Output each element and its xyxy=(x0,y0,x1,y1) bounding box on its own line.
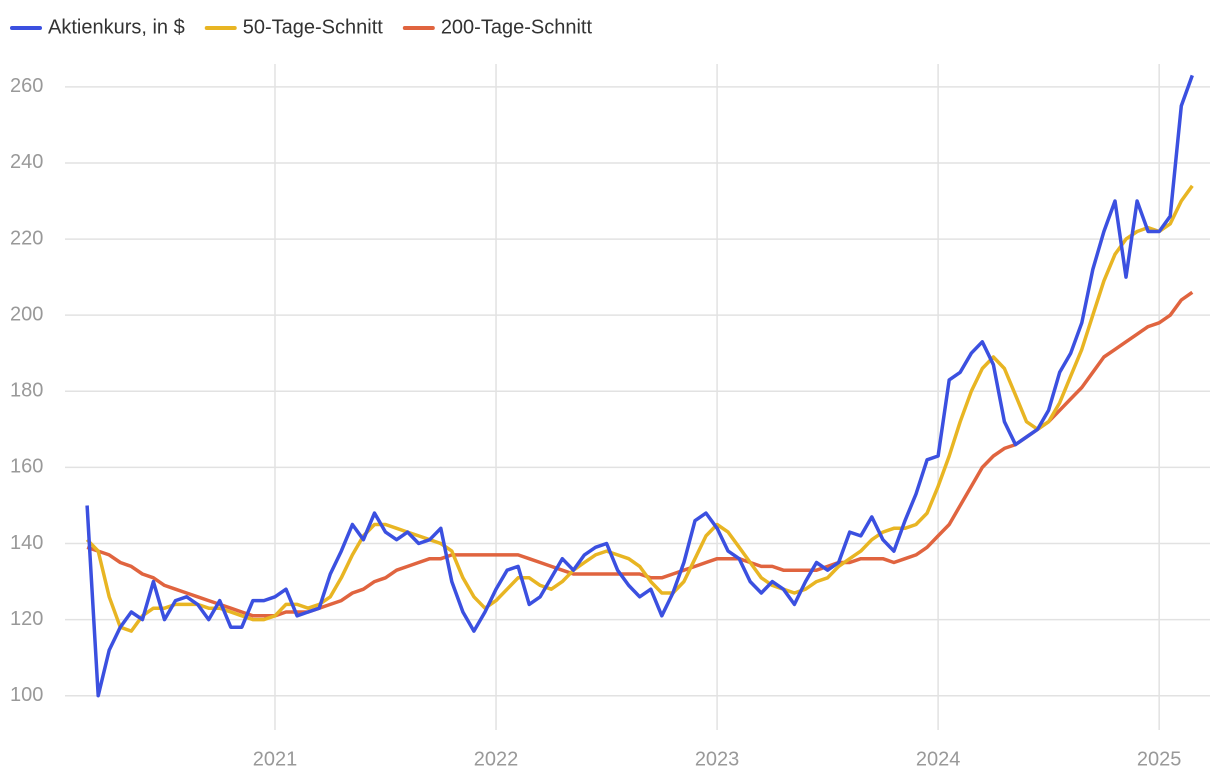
y-tick-label: 260 xyxy=(10,75,43,97)
x-tick-label: 2023 xyxy=(695,748,740,770)
x-tick-label: 2024 xyxy=(916,748,961,770)
legend-label: Aktienkurs, in $ xyxy=(48,16,185,38)
x-tick-label: 2025 xyxy=(1137,748,1182,770)
y-tick-label: 180 xyxy=(10,380,43,402)
y-tick-label: 220 xyxy=(10,227,43,249)
y-tick-label: 200 xyxy=(10,303,43,325)
legend-label: 50-Tage-Schnitt xyxy=(243,16,384,38)
series-line xyxy=(85,184,1194,633)
y-tick-label: 240 xyxy=(10,151,43,173)
series-line xyxy=(85,74,1194,698)
y-tick-label: 160 xyxy=(10,456,43,478)
y-tick-label: 120 xyxy=(10,608,43,630)
legend-label: 200-Tage-Schnitt xyxy=(441,16,593,38)
y-tick-label: 100 xyxy=(10,684,43,706)
x-tick-label: 2022 xyxy=(474,748,519,770)
y-tick-label: 140 xyxy=(10,532,43,554)
x-tick-label: 2021 xyxy=(253,748,298,770)
